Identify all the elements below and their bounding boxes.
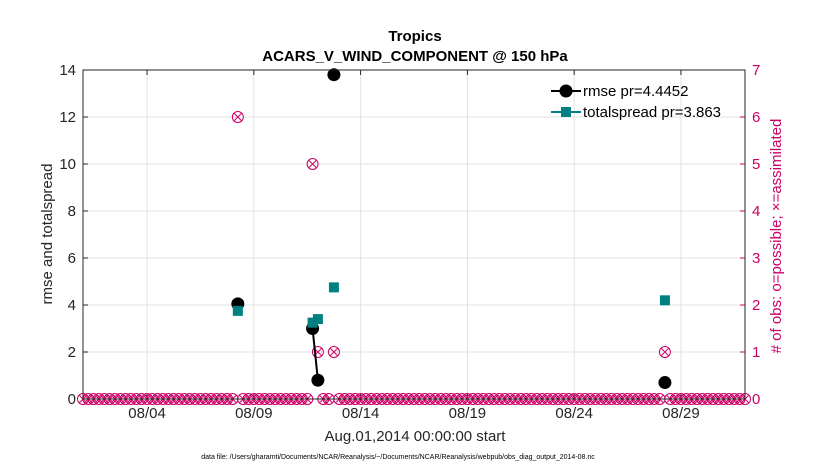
x-tick-label: 08/09 [235, 405, 273, 422]
obs-possible-marker [658, 346, 671, 358]
obs-assimilated-marker [660, 348, 669, 356]
y2-tick-label: 5 [752, 156, 760, 173]
y-tick-label: 0 [68, 391, 76, 408]
x-tick-label: 08/19 [449, 405, 487, 422]
data-file-footnote: data file: /Users/gharamti/Documents/NCA… [201, 454, 595, 461]
y-tick-label: 4 [68, 297, 76, 314]
chart-subtitle: ACARS_V_WIND_COMPONENT @ 150 hPa [262, 48, 568, 65]
totalspread-point [307, 317, 318, 328]
legend-rmse-label: rmse pr=4.4452 [583, 83, 688, 100]
obs-possible-marker [327, 346, 340, 358]
y2-tick-label: 0 [752, 391, 760, 408]
y-tick-label: 2 [68, 344, 76, 361]
x-tick-label: 08/04 [128, 405, 166, 422]
x-tick-label: 08/24 [555, 405, 593, 422]
obs-assimilated-marker [308, 160, 317, 168]
totalspread-point [659, 295, 670, 306]
y-axis-label: rmse and totalspread [39, 164, 56, 305]
y2-tick-label: 2 [752, 297, 760, 314]
obs-assimilated-marker [233, 113, 242, 121]
plot-frame [82, 69, 746, 400]
totalspread-point [232, 305, 243, 316]
y-tick-label: 6 [68, 250, 76, 267]
y2-tick-label: 4 [752, 203, 760, 220]
x-tick-label: 08/14 [342, 405, 380, 422]
obs-possible-marker [306, 158, 319, 170]
plot-area [83, 70, 745, 399]
legend: rmse pr=4.4452 totalspread pr=3.863 [551, 83, 721, 121]
y-tick-label: 10 [59, 156, 76, 173]
totalspread-point [328, 282, 339, 293]
y2-tick-label: 1 [752, 344, 760, 361]
obs-possible-marker [231, 111, 244, 123]
y-tick-label: 14 [59, 62, 76, 79]
totalspread-point [312, 314, 323, 325]
y2-tick-label: 3 [752, 250, 760, 267]
x-axis-label: Aug.01,2014 00:00:00 start [325, 428, 507, 445]
y-tick-label: 12 [59, 109, 76, 126]
y2-tick-label: 6 [752, 109, 760, 126]
legend-totalspread-marker [561, 107, 571, 117]
rmse-line-segment [311, 328, 319, 381]
legend-totalspread-label: totalspread pr=3.863 [583, 104, 721, 121]
rmse-point [658, 376, 672, 390]
x-tick-label: 08/29 [662, 405, 700, 422]
chart-title: Tropics [388, 28, 441, 45]
y2-axis-label: # of obs: o=possible; ×=assimilated [768, 119, 785, 354]
series-layer [231, 68, 672, 390]
y2-tick-label: 7 [752, 62, 760, 79]
legend-rmse-marker [559, 84, 573, 98]
obs-possible-marker [311, 346, 324, 358]
rmse-point [327, 68, 341, 82]
obs-assimilated-marker [329, 348, 338, 356]
y-tick-label: 8 [68, 203, 76, 220]
rmse-point [311, 373, 325, 387]
